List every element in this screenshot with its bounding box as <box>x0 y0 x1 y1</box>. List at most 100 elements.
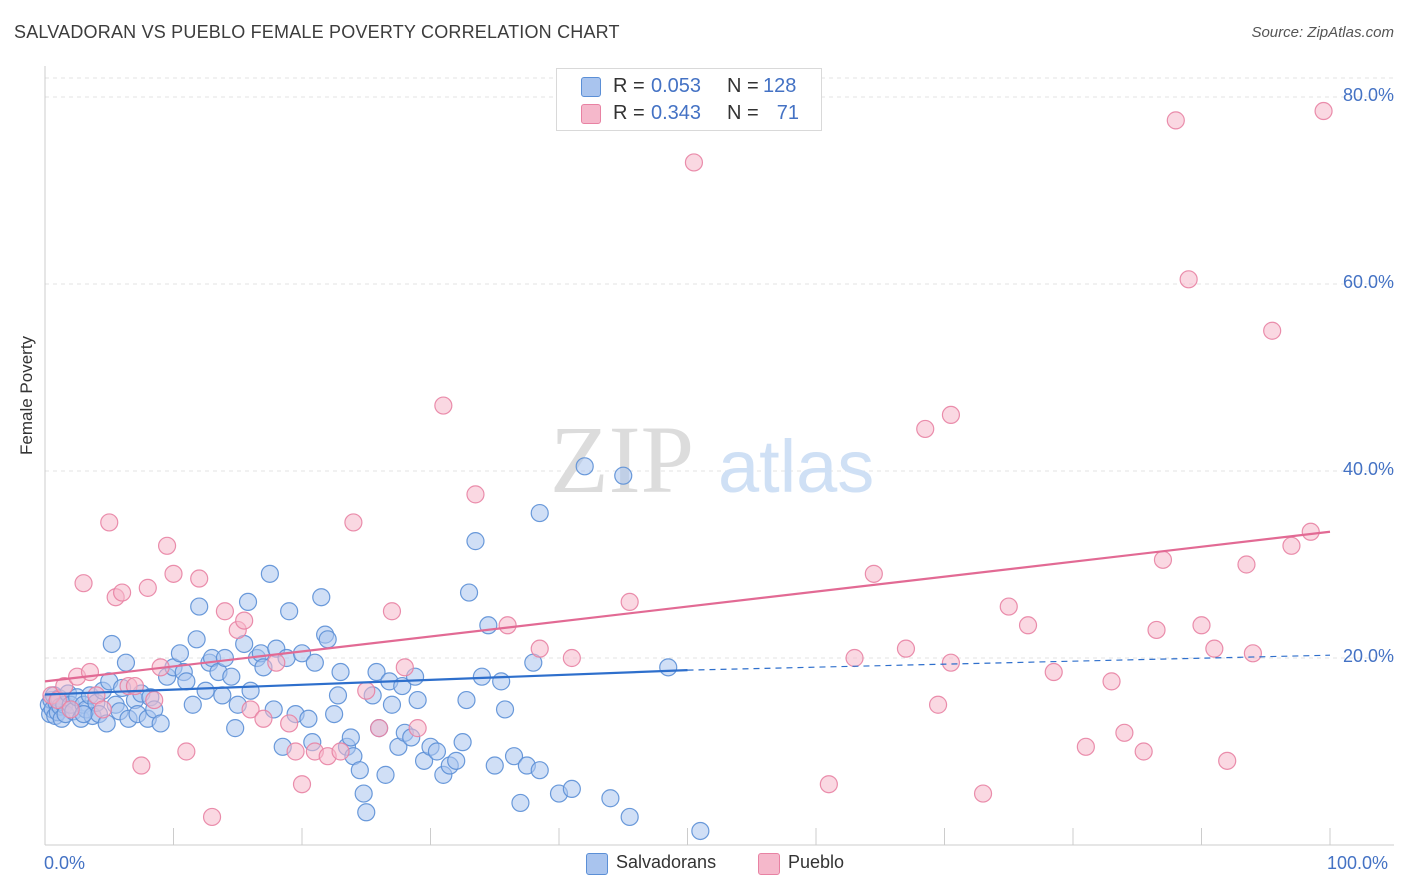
pueblo-point <box>845 648 864 668</box>
salvadorans-point <box>492 672 511 691</box>
salvadorans-point <box>318 630 337 649</box>
pueblo-point <box>202 807 222 827</box>
pueblo-point <box>254 709 273 728</box>
salvadorans-point <box>485 756 504 775</box>
pueblo-point <box>1115 723 1134 742</box>
pueblo-point <box>164 564 183 583</box>
n-value: 71 <box>776 102 799 124</box>
salvadorans-point <box>325 704 344 724</box>
pueblo-point <box>157 536 177 555</box>
salvadorans-point <box>562 779 581 799</box>
salvadorans-point <box>504 747 524 766</box>
pueblo-point <box>466 485 485 504</box>
pueblo-point <box>562 648 581 668</box>
salvadorans-point <box>459 583 479 602</box>
pueblo-point <box>973 784 993 803</box>
y-tick-label: 20.0% <box>1342 646 1394 666</box>
y-tick-label: 60.0% <box>1342 272 1394 292</box>
pueblo-point <box>498 616 517 635</box>
pueblo-point <box>941 653 961 672</box>
pueblo-point <box>292 775 312 794</box>
salvadorans-point <box>213 686 232 705</box>
pueblo-point <box>819 775 838 794</box>
salvadorans-point <box>238 592 258 612</box>
salvadorans-point <box>341 728 360 747</box>
pueblo-point <box>1263 321 1282 340</box>
salvadorans-point <box>170 644 190 663</box>
salvadorans-point <box>196 681 215 700</box>
salvadorans-points <box>39 457 710 841</box>
salvadorans-point <box>183 695 202 714</box>
salvadorans-point <box>190 597 209 616</box>
salvadorans-point <box>620 807 639 827</box>
salvadorans-point <box>382 695 402 714</box>
pueblo-point <box>1205 639 1224 658</box>
pueblo-point <box>132 756 151 775</box>
salvadorans-point <box>614 466 633 485</box>
pueblo-point <box>1179 270 1198 289</box>
legend-swatch-salvadorans <box>586 853 608 875</box>
salvadorans-point <box>495 700 515 719</box>
pueblo-point <box>1147 620 1166 640</box>
pueblo-point <box>620 592 639 612</box>
salvadorans-point <box>367 662 386 682</box>
pueblo-point <box>896 639 916 658</box>
pueblo-point <box>684 153 704 172</box>
salvadorans-point <box>447 751 466 770</box>
pueblo-trend-line <box>44 530 1331 683</box>
pueblo-point <box>1134 742 1153 761</box>
salvadorans-point <box>357 803 376 822</box>
pueblo-point <box>215 602 234 621</box>
salvadorans-point <box>241 681 260 700</box>
salvadorans-point <box>453 733 472 752</box>
pueblo-point <box>864 564 883 583</box>
y-tick-label: 80.0% <box>1342 85 1394 105</box>
stats-legend: R = 0.053 N = 128 R = 0.343 N = 71 <box>556 68 822 131</box>
salvadorans-point <box>601 789 620 808</box>
pueblo-point <box>1282 536 1301 555</box>
pueblo-point <box>1192 616 1211 635</box>
y-tick-label: 40.0% <box>1342 459 1394 479</box>
salvadorans-point <box>376 765 395 784</box>
pueblo-point <box>408 719 427 738</box>
pueblo-point <box>100 513 119 532</box>
grid-lines <box>45 77 1394 659</box>
legend-swatch-pueblo <box>758 853 780 875</box>
pueblo-point <box>1018 616 1038 635</box>
r-value: 0.343 <box>651 102 702 124</box>
pueblo-point <box>434 396 453 415</box>
pueblo-point <box>74 574 93 593</box>
pueblo-point <box>382 602 402 621</box>
pueblo-point <box>1243 644 1263 663</box>
pueblo-point <box>395 658 414 677</box>
pueblo-point <box>530 639 549 658</box>
pueblo-point <box>1314 101 1333 121</box>
salvadorans-point <box>260 564 279 583</box>
watermark: ZIP atlas <box>550 406 874 513</box>
pueblo-point <box>286 742 305 761</box>
pueblo-point <box>80 662 100 682</box>
salvadorans-point <box>328 686 348 705</box>
pueblo-point <box>357 681 376 700</box>
salvadorans-point <box>215 648 234 668</box>
salvadorans-point <box>530 503 549 523</box>
salvadorans-point <box>102 634 121 654</box>
pueblo-point <box>138 578 157 597</box>
pueblo-point <box>267 653 286 672</box>
legend-label-salvadorans: Salvadorans <box>616 852 717 872</box>
n-label: N = <box>727 102 759 124</box>
y-axis-label: Female Poverty <box>17 335 36 455</box>
salvadorans-trend-line <box>44 669 688 696</box>
pueblo-point <box>999 597 1018 616</box>
chart-title: SALVADORAN VS PUEBLO FEMALE POVERTY CORR… <box>14 22 620 42</box>
legend-label-pueblo: Pueblo <box>788 852 845 872</box>
salvadorans-point <box>280 602 299 621</box>
axes <box>44 66 1394 846</box>
pueblo-point <box>112 583 132 602</box>
salvadorans-point <box>187 630 206 649</box>
salvadorans-point <box>466 532 485 551</box>
salvadorans-point <box>151 714 170 733</box>
legend-swatch-pink <box>581 104 601 124</box>
pueblo-point <box>916 419 935 439</box>
